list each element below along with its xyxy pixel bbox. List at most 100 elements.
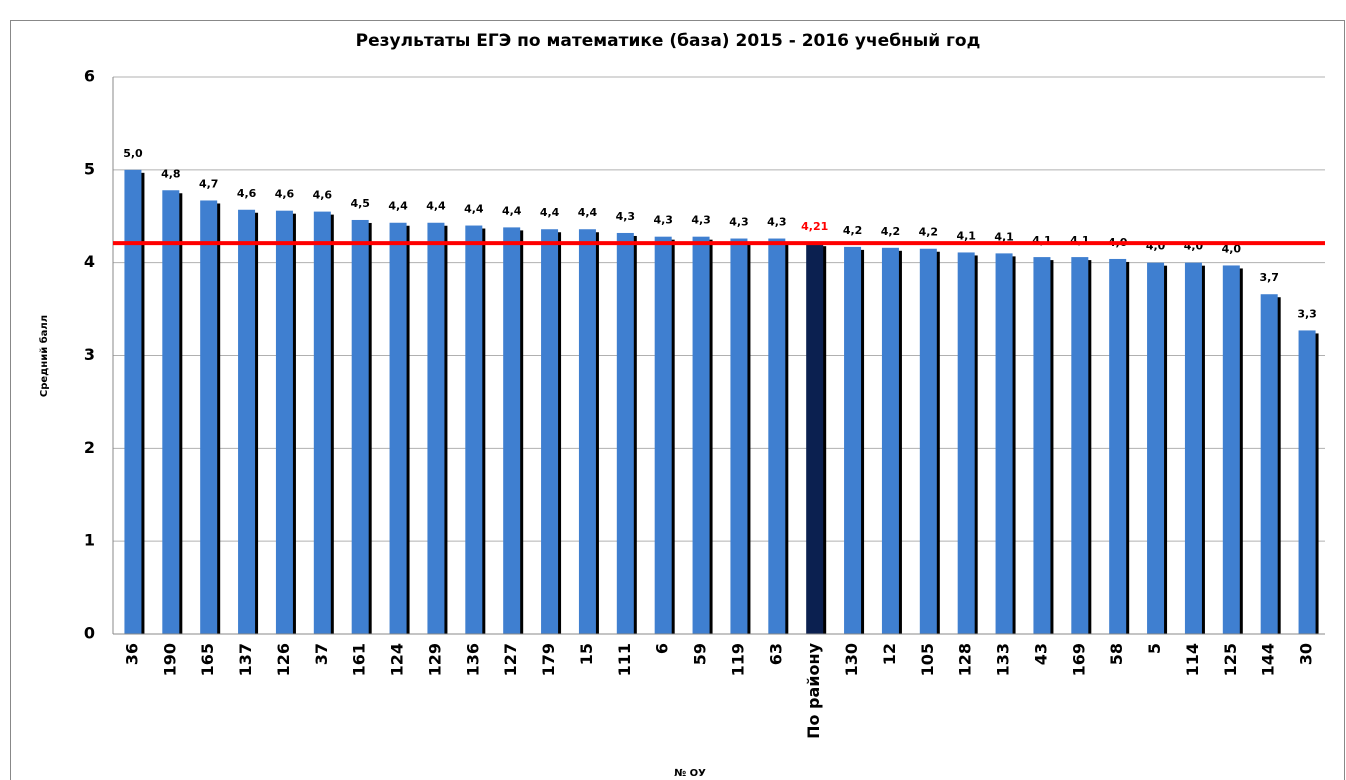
- x-tick-label: 58: [1107, 643, 1126, 665]
- value-label: 4,3: [767, 216, 787, 229]
- bar: [730, 238, 748, 634]
- value-label: 4,4: [578, 206, 598, 219]
- y-tick-label: 0: [84, 624, 95, 643]
- value-label: 4,3: [691, 214, 711, 227]
- x-tick-label: 126: [274, 643, 293, 676]
- x-tick-label: 128: [956, 643, 975, 676]
- bar: [881, 247, 899, 634]
- value-label: 4,6: [237, 187, 257, 200]
- bar: [1071, 257, 1089, 634]
- value-label: 4,0: [1222, 242, 1242, 255]
- value-label: 4,4: [540, 206, 560, 219]
- bar: [541, 229, 559, 634]
- x-tick-label: 43: [1031, 643, 1050, 665]
- value-label: 4,1: [994, 230, 1014, 243]
- bar: [351, 219, 369, 635]
- value-label: 4,2: [843, 224, 863, 237]
- value-label: 4,3: [653, 214, 673, 227]
- value-label: 4,4: [388, 200, 408, 213]
- bar: [1147, 262, 1165, 634]
- y-tick-label: 1: [84, 531, 95, 550]
- chart-title: Результаты ЕГЭ по математике (база) 2015…: [356, 31, 981, 51]
- value-label: 4,6: [313, 189, 333, 202]
- y-tick-label: 3: [84, 345, 95, 364]
- x-tick-label: 114: [1183, 643, 1202, 676]
- bar: [1298, 330, 1316, 634]
- bar: [654, 236, 672, 634]
- bar: [503, 227, 521, 634]
- value-label: 4,3: [616, 210, 636, 223]
- y-axis-label: Средний балл: [38, 315, 50, 397]
- x-tick-label: 111: [615, 643, 634, 676]
- bar: [465, 225, 483, 635]
- y-tick-label: 4: [84, 252, 95, 271]
- x-tick-label: 129: [425, 643, 444, 676]
- y-tick-label: 6: [84, 67, 95, 86]
- bar: [616, 232, 634, 634]
- bar: [124, 169, 142, 635]
- bar: [768, 238, 786, 634]
- x-tick-label: 15: [577, 643, 596, 665]
- x-tick-label: 137: [236, 643, 255, 676]
- x-tick-label: 30: [1297, 643, 1316, 665]
- bar: [389, 222, 407, 634]
- y-tick-label: 2: [84, 438, 95, 457]
- bar: [1184, 262, 1202, 634]
- value-label: 4,7: [199, 177, 219, 190]
- x-tick-label: По району: [804, 642, 823, 738]
- value-label: 4,4: [426, 200, 446, 213]
- value-label: 4,8: [161, 167, 181, 180]
- value-label: 4,4: [464, 203, 484, 216]
- value-label: 4,21: [801, 220, 828, 233]
- bar: [1260, 294, 1278, 634]
- bar: [919, 248, 937, 634]
- bar: [427, 222, 445, 634]
- value-label: 4,3: [729, 216, 749, 229]
- x-tick-label: 133: [994, 643, 1013, 676]
- bar: [1109, 258, 1127, 634]
- value-label: 4,4: [502, 204, 522, 217]
- x-tick-label: 127: [501, 643, 520, 676]
- x-tick-label: 144: [1259, 643, 1278, 676]
- bar: [1033, 257, 1051, 634]
- x-tick-label: 63: [766, 643, 785, 665]
- x-axis-label: № ОУ: [674, 768, 706, 779]
- x-tick-label: 5: [1145, 643, 1164, 654]
- x-tick-label: 161: [350, 643, 369, 676]
- x-tick-label: 136: [463, 643, 482, 676]
- bar: [313, 211, 331, 634]
- x-tick-label: 6: [653, 643, 672, 654]
- value-label: 4,2: [919, 226, 939, 239]
- bar: [1222, 265, 1240, 634]
- x-tick-label: 124: [388, 643, 407, 676]
- x-tick-label: 36: [122, 643, 141, 665]
- x-tick-label: 125: [1221, 643, 1240, 676]
- y-tick-label: 5: [84, 159, 95, 178]
- x-tick-label: 59: [691, 643, 710, 665]
- x-tick-label: 105: [918, 643, 937, 676]
- bar: [238, 209, 256, 635]
- value-label: 4,5: [350, 197, 370, 210]
- value-label: 3,7: [1259, 271, 1279, 284]
- bar: [806, 243, 824, 634]
- value-label: 5,0: [123, 147, 143, 160]
- bar: [995, 253, 1013, 634]
- value-label: 4,6: [275, 188, 295, 201]
- x-tick-label: 119: [728, 643, 747, 676]
- x-tick-label: 37: [312, 643, 331, 665]
- value-label: 4,2: [881, 225, 901, 238]
- bar: [692, 236, 710, 634]
- x-tick-label: 169: [1069, 643, 1088, 676]
- x-tick-label: 130: [842, 643, 861, 676]
- x-tick-label: 179: [539, 643, 558, 676]
- x-tick-label: 165: [198, 643, 217, 676]
- value-label: 4,1: [956, 229, 976, 242]
- bar: [844, 246, 862, 634]
- bar: [162, 190, 180, 635]
- bar: [957, 252, 975, 634]
- bar: [275, 210, 293, 634]
- bar: [578, 229, 596, 634]
- value-label: 3,3: [1297, 307, 1317, 320]
- bar: [200, 200, 218, 635]
